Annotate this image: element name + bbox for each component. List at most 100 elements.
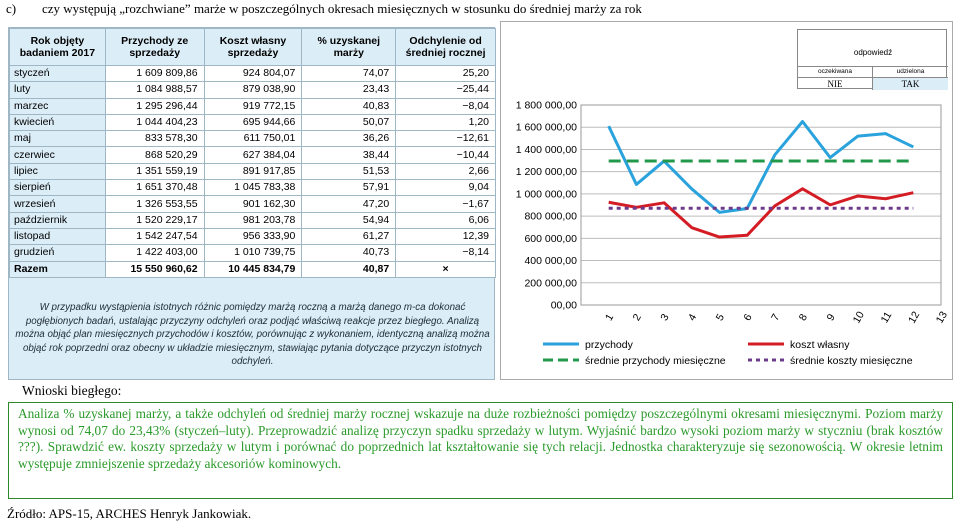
cell-dev: −8,14 bbox=[395, 244, 496, 262]
cell-margin: 40,83 bbox=[301, 97, 397, 115]
total-revenue: 15 550 960,62 bbox=[104, 260, 205, 278]
table-row: grudzień 1 422 403,00 1 010 739,75 40,73 −8,… bbox=[9, 244, 496, 262]
total-label: Razem bbox=[9, 260, 106, 278]
cell-cost: 919 772,15 bbox=[203, 97, 303, 115]
revenue-cost-line-chart: 00,00 200 000,00 400 000,00 600 000,00 800 0… bbox=[516, 100, 950, 368]
x-tick-label: 2 bbox=[631, 312, 644, 323]
cell-margin: 38,44 bbox=[301, 146, 397, 164]
table-total-row: Razem 15 550 960,62 10 445 834,79 40,87 × bbox=[9, 260, 496, 278]
cell-revenue: 1 520 229,17 bbox=[104, 211, 205, 229]
y-tick-label: 1 600 000,00 bbox=[516, 122, 577, 134]
cell-cost: 1 010 739,75 bbox=[203, 244, 303, 262]
cell-dev: −12,61 bbox=[395, 130, 496, 148]
cell-cost: 611 750,01 bbox=[203, 130, 303, 148]
cell-dev: −25,44 bbox=[395, 81, 496, 99]
cell-revenue: 1 084 988,57 bbox=[104, 81, 205, 99]
cell-revenue: 868 520,29 bbox=[104, 146, 205, 164]
cell-month: czerwiec bbox=[9, 146, 106, 164]
legend-label: średnie koszty miesięczne bbox=[790, 355, 913, 367]
cell-revenue: 1 351 559,19 bbox=[104, 162, 205, 181]
cell-margin: 40,73 bbox=[301, 244, 397, 262]
cell-revenue: 1 651 370,48 bbox=[104, 179, 205, 197]
table-row: październik 1 520 229,17 981 203,78 54,94 6,… bbox=[9, 211, 496, 229]
cell-month: kwiecień bbox=[9, 113, 106, 132]
cell-margin: 54,94 bbox=[301, 211, 397, 229]
answer-box: odpowiedź oczekiwana udzielona NIE TAK bbox=[797, 29, 948, 90]
cell-cost: 891 917,85 bbox=[203, 162, 303, 181]
cell-margin: 50,07 bbox=[301, 113, 397, 132]
given-header: udzielona bbox=[896, 68, 925, 75]
header-margin: % uzyskanej marży bbox=[301, 28, 397, 66]
y-tick-label: 400 000,00 bbox=[524, 255, 577, 267]
y-tick-label: 800 000,00 bbox=[524, 211, 577, 223]
header-year: Rok objęty badaniem 2017 bbox=[9, 28, 106, 66]
table-row: maj 833 578,30 611 750,01 36,26 −12,61 bbox=[9, 130, 496, 148]
cell-margin: 57,91 bbox=[301, 179, 397, 197]
cell-month: styczeń bbox=[9, 64, 106, 83]
x-tick-label: 8 bbox=[797, 312, 810, 323]
cell-month: październik bbox=[9, 211, 106, 229]
legend-label: średnie przychody miesięczne bbox=[585, 355, 726, 367]
cell-revenue: 1 295 296,44 bbox=[104, 97, 205, 115]
header-deviation: Odchylenie od średniej rocznej bbox=[395, 28, 496, 66]
table-row: marzec 1 295 296,44 919 772,15 40,83 −8,04 bbox=[9, 97, 496, 115]
cell-dev: 1,20 bbox=[395, 113, 496, 132]
source-note: Źródło: APS-15, ARCHES Henryk Jankowiak. bbox=[7, 506, 252, 521]
cell-month: grudzień bbox=[9, 244, 106, 262]
x-tick-label: 9 bbox=[824, 312, 837, 323]
cell-cost: 956 333,90 bbox=[203, 227, 303, 246]
table-row: sierpień 1 651 370,48 1 045 783,38 57,91 9,0… bbox=[9, 179, 496, 197]
x-tick-label: 6 bbox=[741, 312, 754, 323]
y-tick-label: 1 000 000,00 bbox=[516, 188, 577, 200]
x-tick-label: 13 bbox=[934, 309, 950, 325]
table-row: luty 1 084 988,57 879 038,90 23,43 −25,44 bbox=[9, 81, 496, 99]
cell-month: sierpień bbox=[9, 179, 106, 197]
answer-value-row: NIE TAK bbox=[798, 77, 948, 90]
cell-margin: 47,20 bbox=[301, 195, 397, 213]
y-tick-label: 1 200 000,00 bbox=[516, 166, 577, 178]
cell-margin: 74,07 bbox=[301, 64, 397, 83]
total-deviation: × bbox=[395, 260, 496, 278]
given-value: TAK bbox=[873, 78, 948, 90]
conclusions-box: Analiza % uzyskanej marży, a także odchy… bbox=[8, 402, 953, 499]
cell-revenue: 1 422 403,00 bbox=[104, 244, 205, 262]
section-heading: c) czy występują „rozchwiane” marże w po… bbox=[4, 0, 954, 18]
cell-cost: 981 203,78 bbox=[203, 211, 303, 229]
x-tick-label: 4 bbox=[686, 312, 699, 323]
section-letter: c) bbox=[6, 1, 17, 16]
y-tick-label: 200 000,00 bbox=[524, 277, 577, 289]
cell-month: lipiec bbox=[9, 162, 106, 181]
table-body: styczeń 1 609 809,86 924 804,07 74,07 25,20 l… bbox=[9, 64, 496, 278]
cell-revenue: 1 542 247,54 bbox=[104, 227, 205, 246]
header-cost: Koszt własny sprzedaży bbox=[203, 28, 303, 66]
section-question: czy występują „rozchwiane” marże w poszc… bbox=[42, 1, 642, 16]
cell-revenue: 833 578,30 bbox=[104, 130, 205, 148]
cell-cost: 901 162,30 bbox=[203, 195, 303, 213]
table-row: czerwiec 868 520,29 627 384,04 38,44 −10,44 bbox=[9, 146, 496, 164]
table-row: styczeń 1 609 809,86 924 804,07 74,07 25,20 bbox=[9, 64, 496, 83]
conclusions-text: Analiza % uzyskanej marży, a także odchy… bbox=[18, 406, 943, 472]
cell-dev: 9,04 bbox=[395, 179, 496, 197]
cell-month: luty bbox=[9, 81, 106, 99]
margin-table-panel: Rok objęty badaniem 2017 Przychody ze sp… bbox=[8, 27, 496, 380]
cell-month: maj bbox=[9, 130, 106, 148]
x-tick-label: 11 bbox=[879, 310, 895, 326]
table-row: listopad 1 542 247,54 956 333,90 61,27 12,39 bbox=[9, 227, 496, 246]
table-row: lipiec 1 351 559,19 891 917,85 51,53 2,66 bbox=[9, 162, 496, 181]
plot-area bbox=[580, 104, 942, 306]
table-note: W przypadku wystąpienia istotnych różnic… bbox=[15, 302, 490, 368]
cell-revenue: 1 044 404,23 bbox=[104, 113, 205, 132]
x-tick-label: 5 bbox=[714, 312, 727, 323]
x-tick-label: 1 bbox=[603, 312, 616, 323]
cell-dev: 6,06 bbox=[395, 211, 496, 229]
legend-label: koszt własny bbox=[790, 339, 850, 351]
cell-month: wrzesień bbox=[9, 195, 106, 213]
table-row: wrzesień 1 326 553,55 901 162,30 47,20 −1,67 bbox=[9, 195, 496, 213]
x-tick-label: 3 bbox=[658, 312, 671, 323]
cell-dev: −10,44 bbox=[395, 146, 496, 164]
cell-dev: −8,04 bbox=[395, 97, 496, 115]
cell-cost: 695 944,66 bbox=[203, 113, 303, 132]
cell-cost: 924 804,07 bbox=[203, 64, 303, 83]
cell-dev: −1,67 bbox=[395, 195, 496, 213]
legend-label: przychody bbox=[585, 339, 634, 351]
